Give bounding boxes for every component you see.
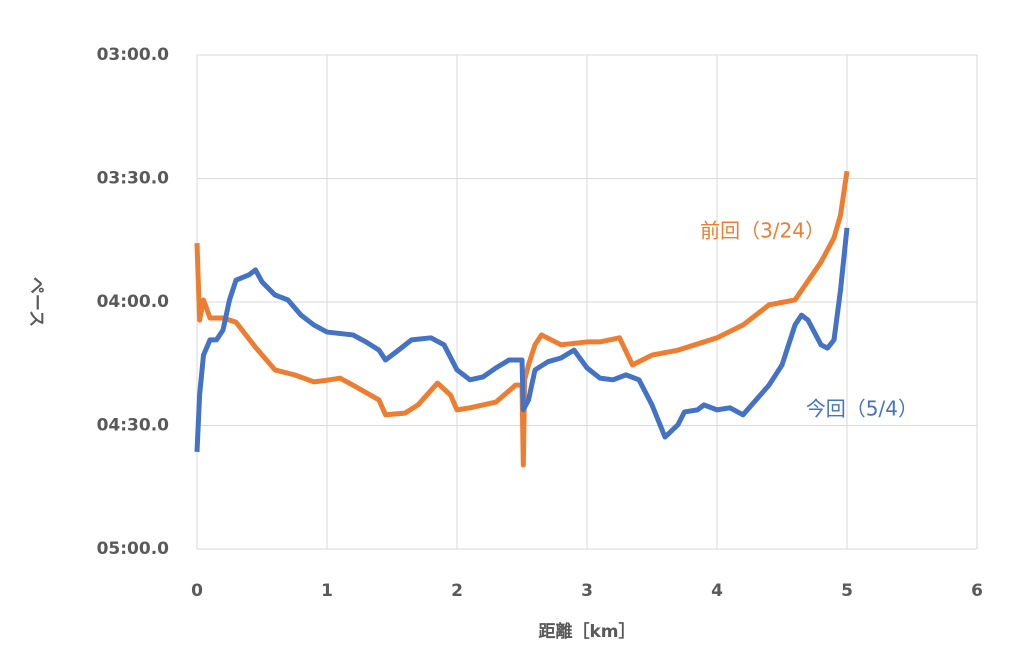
y-tick-label: 03:30.0: [97, 169, 170, 189]
x-tick-label: 2: [451, 581, 463, 601]
series-line: [194, 227, 850, 452]
x-tick-label: 1: [321, 581, 333, 601]
y-tick-label: 04:00.0: [97, 292, 170, 312]
series-line: [194, 170, 850, 468]
y-tick-label: 03:00.0: [97, 45, 170, 65]
x-tick-label: 6: [971, 581, 983, 601]
x-axis-label: 距離［km］: [538, 621, 635, 642]
y-tick-label: 05:00.0: [97, 539, 170, 559]
series-label: 前回（3/24）: [700, 219, 825, 243]
x-tick-label: 0: [191, 581, 203, 601]
x-tick-label: 5: [841, 581, 853, 601]
y-tick-label: 04:30.0: [97, 416, 170, 436]
x-tick-label: 3: [581, 581, 593, 601]
x-tick-label: 4: [711, 581, 723, 601]
series-label: 今回（5/4）: [806, 397, 918, 421]
y-axis-label: ペース: [26, 277, 46, 327]
